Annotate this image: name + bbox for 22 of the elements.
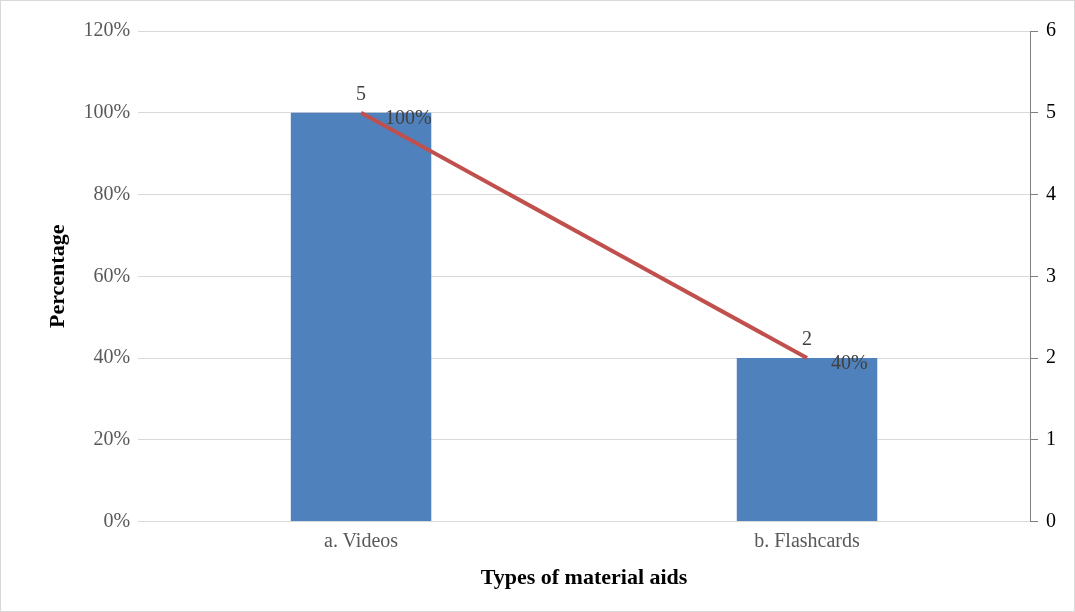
data-label: 2 — [802, 327, 813, 350]
y-axis-title: Percentage — [43, 224, 69, 329]
y-tick-label: 60% — [93, 263, 131, 286]
y2-tick-label: 5 — [1046, 100, 1056, 123]
x-tick-label: b. Flashcards — [754, 528, 860, 551]
data-label: 40% — [831, 351, 868, 374]
data-label: 100% — [385, 106, 432, 129]
y2-tick-label: 6 — [1046, 18, 1056, 41]
y-tick-label: 80% — [93, 181, 131, 204]
y2-tick-label: 0 — [1046, 508, 1056, 531]
y-tick-label: 0% — [103, 508, 131, 531]
y2-tick-label: 4 — [1046, 181, 1056, 204]
y-tick-label: 40% — [93, 345, 131, 368]
x-tick-label: a. Videos — [324, 528, 399, 551]
x-axis-title: Types of material aids — [480, 564, 688, 590]
data-label: 5 — [356, 82, 367, 105]
y2-tick-label: 2 — [1046, 345, 1056, 368]
y-tick-label: 100% — [83, 100, 131, 123]
y2-tick-label: 1 — [1046, 427, 1056, 450]
y-tick-label: 20% — [93, 427, 131, 450]
y2-tick-label: 3 — [1046, 263, 1056, 286]
y-tick-label: 120% — [83, 18, 131, 41]
